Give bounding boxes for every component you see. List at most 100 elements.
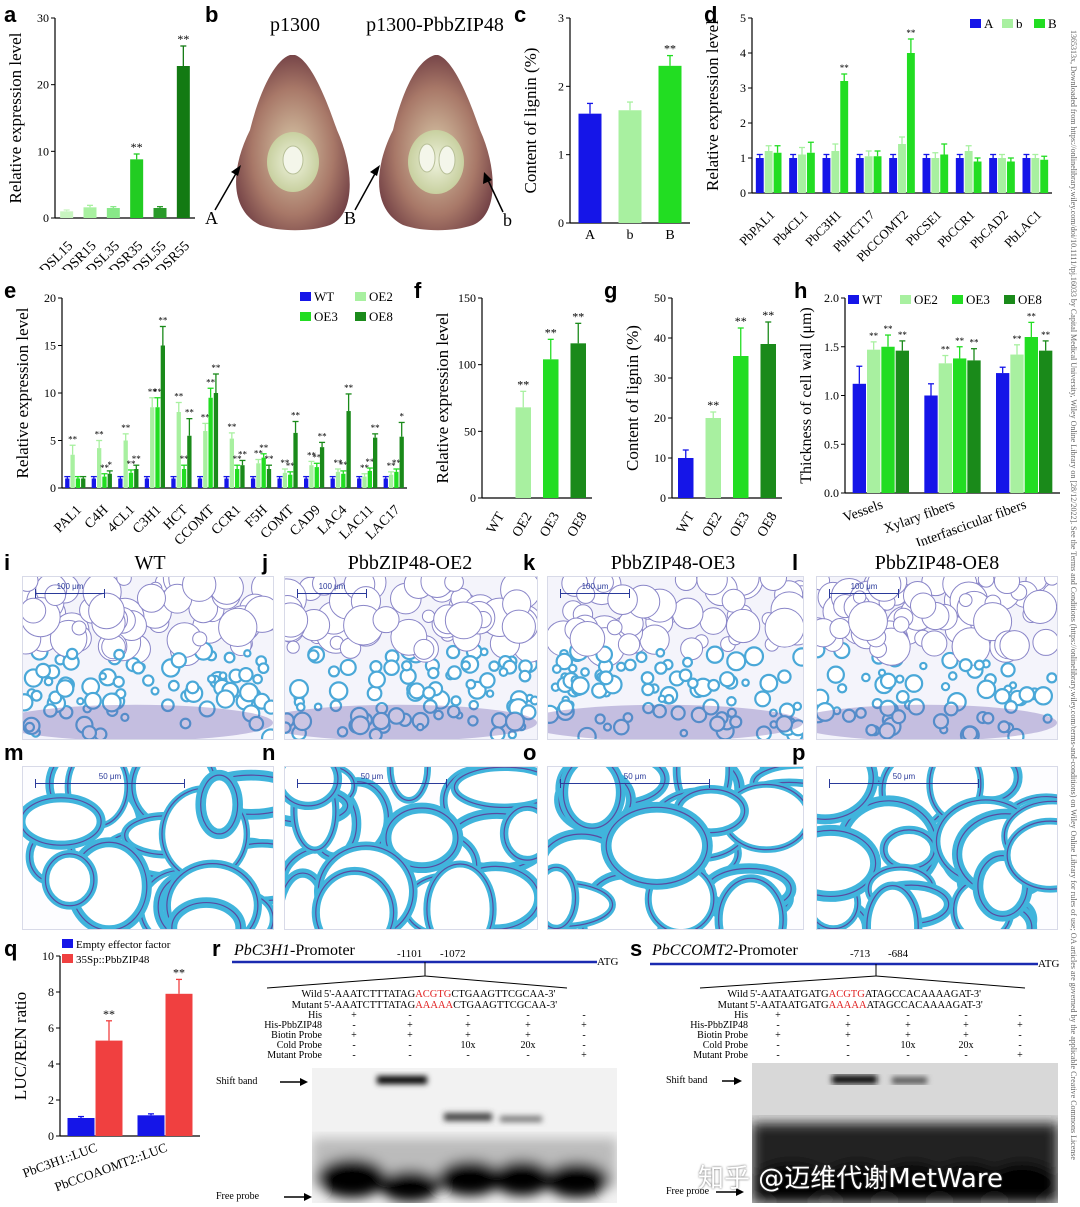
cell [485,689,495,698]
bar [789,158,798,193]
bar [618,110,642,223]
cell-wall [453,767,537,809]
panel-label-j: j [262,550,269,575]
y-axis-label: Relative expression level [433,312,452,483]
legend-swatch [952,295,963,304]
cell [98,672,107,681]
cell [170,652,187,669]
gel-arrows-s [716,1077,744,1196]
cell [639,624,670,655]
x-tick-label: OE3 [727,510,753,540]
cell [307,649,320,662]
scale-bar: 50 μm [297,772,447,788]
cell [678,668,693,683]
cell [744,646,765,667]
bar [97,448,102,488]
scale-bar-label: 100 μm [581,582,609,591]
bar [867,349,881,493]
bar [309,465,314,488]
cell [576,584,596,604]
cell [445,644,461,660]
cell-wall [817,767,874,820]
significance-mark: ** [312,452,322,462]
cell [498,667,509,677]
panel-label-g: g [604,278,618,303]
legend-swatch [62,939,73,948]
emsa-row-value: + [1017,1020,1023,1031]
bar [989,158,998,193]
cell [904,674,924,693]
cell [1007,727,1025,739]
significance-mark: ** [762,308,774,322]
cell [257,662,270,675]
cell [238,666,254,683]
cell [336,726,349,738]
cell [65,647,79,661]
emsa-gel-r [312,1068,617,1203]
significance-mark: ** [1013,334,1023,344]
cell [997,720,1011,734]
cell [623,658,637,672]
bar [1039,350,1053,493]
legend-label: 35Sp::PbbZIP48 [76,954,150,966]
cell [680,637,704,661]
bar [346,411,351,488]
bar [658,65,682,223]
micrograph-image: 50 μm [816,766,1058,930]
micrograph-title-oe2: PbbZIP48-OE2 [347,552,473,574]
bar [330,478,335,488]
emsa-row-value: + [963,1030,969,1041]
bar [203,431,208,488]
emsa-row-value: - [408,1050,412,1061]
x-tick-label: OE2 [700,510,726,540]
bar [171,478,176,488]
cell [35,662,52,679]
emsa-row-value: + [845,1030,851,1041]
cell [741,678,750,687]
wild-label-s: Wild [727,989,748,1000]
cell [23,577,39,592]
mutant-label-s: Mutant [717,1000,748,1011]
cell [848,601,888,641]
cell [719,671,736,688]
emsa-row-value: - [352,1020,356,1031]
x-tick-label: OE8 [565,510,591,540]
cell [366,685,383,702]
x-tick-label: WT [484,510,508,537]
cell [754,690,772,708]
arrow-label-B: B [344,208,357,228]
cell [617,633,641,656]
cell-pattern [548,577,803,739]
cell [606,619,623,636]
legend-swatch [1004,295,1015,304]
panel-b-pear-photos: p1300 p1300-PbbZIP48 A B b [205,0,515,265]
emsa-row-value: - [1018,1040,1022,1051]
cell [652,703,667,719]
bar [964,151,973,193]
cell [263,699,273,715]
bar [282,472,288,488]
cell [895,689,910,704]
cell [879,672,897,690]
cell [593,577,614,593]
x-tick-label: PbPAL1 [736,207,777,248]
atg-s: ATG [1038,958,1060,970]
bar [998,158,1006,193]
cell [248,715,265,732]
significance-mark: * [108,460,113,470]
bar [362,476,367,488]
emsa-row-value: - [466,1050,470,1061]
bar [570,343,586,498]
significance-mark: ** [158,316,168,326]
bar [855,158,864,193]
y-tick-label: 20 [44,291,56,305]
cell [602,722,613,732]
cell [826,665,845,684]
y-tick-label: 20 [37,78,49,92]
panel-s-emsa: PbCCOMT2-Promoter -713 -684 ATG Wild 5'-… [630,938,1068,1207]
bar [705,418,721,498]
y-tick-label: 0 [740,186,746,200]
bar [181,469,187,488]
y-tick-label: 0 [50,481,56,495]
